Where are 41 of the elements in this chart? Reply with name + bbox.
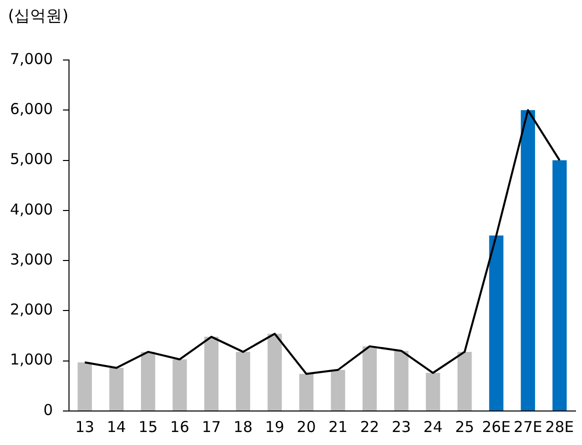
- x-tick-label: 23: [392, 418, 411, 436]
- x-tick-label: 20: [296, 418, 316, 436]
- x-tick-label: 25: [455, 418, 474, 436]
- x-tick-label: 13: [75, 418, 94, 436]
- y-tick-label: 5,000: [10, 150, 53, 168]
- x-tick-label: 17: [202, 418, 221, 436]
- x-tick-label: 14: [106, 418, 126, 436]
- bar: [520, 110, 536, 410]
- bar: [330, 370, 346, 410]
- x-tick-label: 28E: [545, 418, 574, 436]
- bar: [489, 236, 504, 410]
- y-tick-label: 1,000: [10, 350, 53, 369]
- x-tick-label: 18: [233, 418, 253, 436]
- x-tick-label: 21: [328, 418, 348, 436]
- bar: [268, 334, 282, 410]
- x-tick-label: 19: [265, 418, 284, 436]
- y-tick-label: 6,000: [10, 100, 53, 118]
- y-tick-label: 4,000: [10, 200, 53, 218]
- x-tick-label: 26E: [482, 418, 511, 436]
- bar: [172, 359, 187, 410]
- bar: [78, 362, 92, 410]
- x-tick-label: 22: [360, 418, 380, 436]
- y-tick-label: 7,000: [10, 50, 53, 68]
- y-tick-label: 3,000: [10, 250, 53, 268]
- x-tick-label: 27E: [514, 418, 542, 436]
- bar: [458, 352, 472, 410]
- bar: [140, 352, 156, 410]
- bar: [204, 336, 219, 410]
- bar: [362, 346, 377, 410]
- bar: [109, 368, 124, 410]
- x-tick-label: 15: [138, 418, 158, 436]
- x-tick-label: 24: [423, 418, 443, 436]
- x-tick-label: 16: [170, 418, 190, 436]
- bar: [236, 352, 250, 410]
- bar: [426, 372, 440, 410]
- bar: [299, 374, 314, 410]
- bar: [394, 350, 408, 410]
- y-tick-label: 2,000: [10, 300, 53, 319]
- y-axis-title: (십억원): [8, 6, 68, 27]
- y-tick-label: 0: [43, 400, 53, 419]
- bar: [552, 160, 567, 410]
